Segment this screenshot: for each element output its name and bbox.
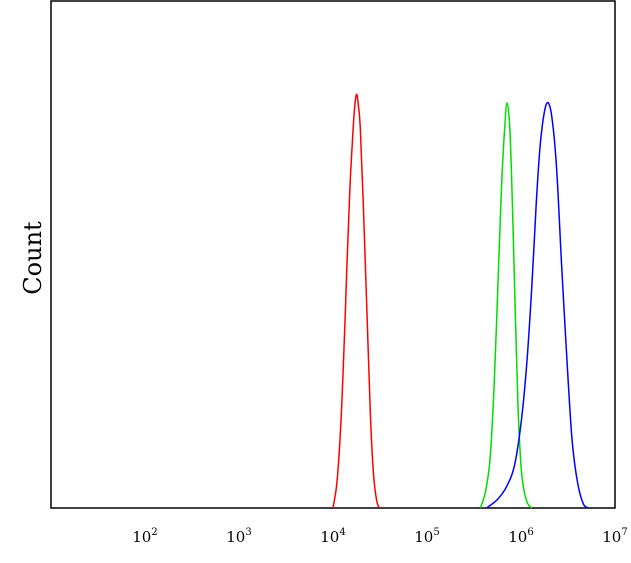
x-tick-exponent: 4	[339, 527, 345, 538]
histogram-series-1	[332, 93, 380, 509]
y-axis-label: Count	[19, 221, 47, 295]
x-tick-base: 10	[132, 528, 151, 546]
plot-frame	[50, 0, 616, 509]
x-tick-exponent: 2	[151, 527, 157, 538]
x-tick-exponent: 3	[245, 527, 251, 538]
x-tick-base: 10	[602, 528, 621, 546]
x-tick-label-4: 105	[414, 527, 439, 546]
x-tick-labels: 102 103 104 105 106 107	[132, 527, 627, 546]
x-tick-label-6: 107	[602, 527, 627, 546]
x-tick-label-1: 102	[132, 527, 157, 546]
x-tick-base: 10	[508, 528, 527, 546]
x-tick-label-2: 103	[226, 527, 251, 546]
x-tick-base: 10	[414, 528, 433, 546]
x-tick-base: 10	[320, 528, 339, 546]
x-tick-label-5: 106	[508, 527, 533, 546]
x-tick-base: 10	[226, 528, 245, 546]
histogram-series-3	[486, 101, 589, 509]
x-tick-exponent: 6	[527, 527, 533, 538]
x-tick-exponent: 7	[621, 527, 627, 538]
x-tick-label-3: 104	[320, 527, 345, 546]
histogram-series-2	[479, 102, 533, 509]
x-tick-exponent: 5	[433, 527, 439, 538]
series-layer	[332, 93, 589, 509]
